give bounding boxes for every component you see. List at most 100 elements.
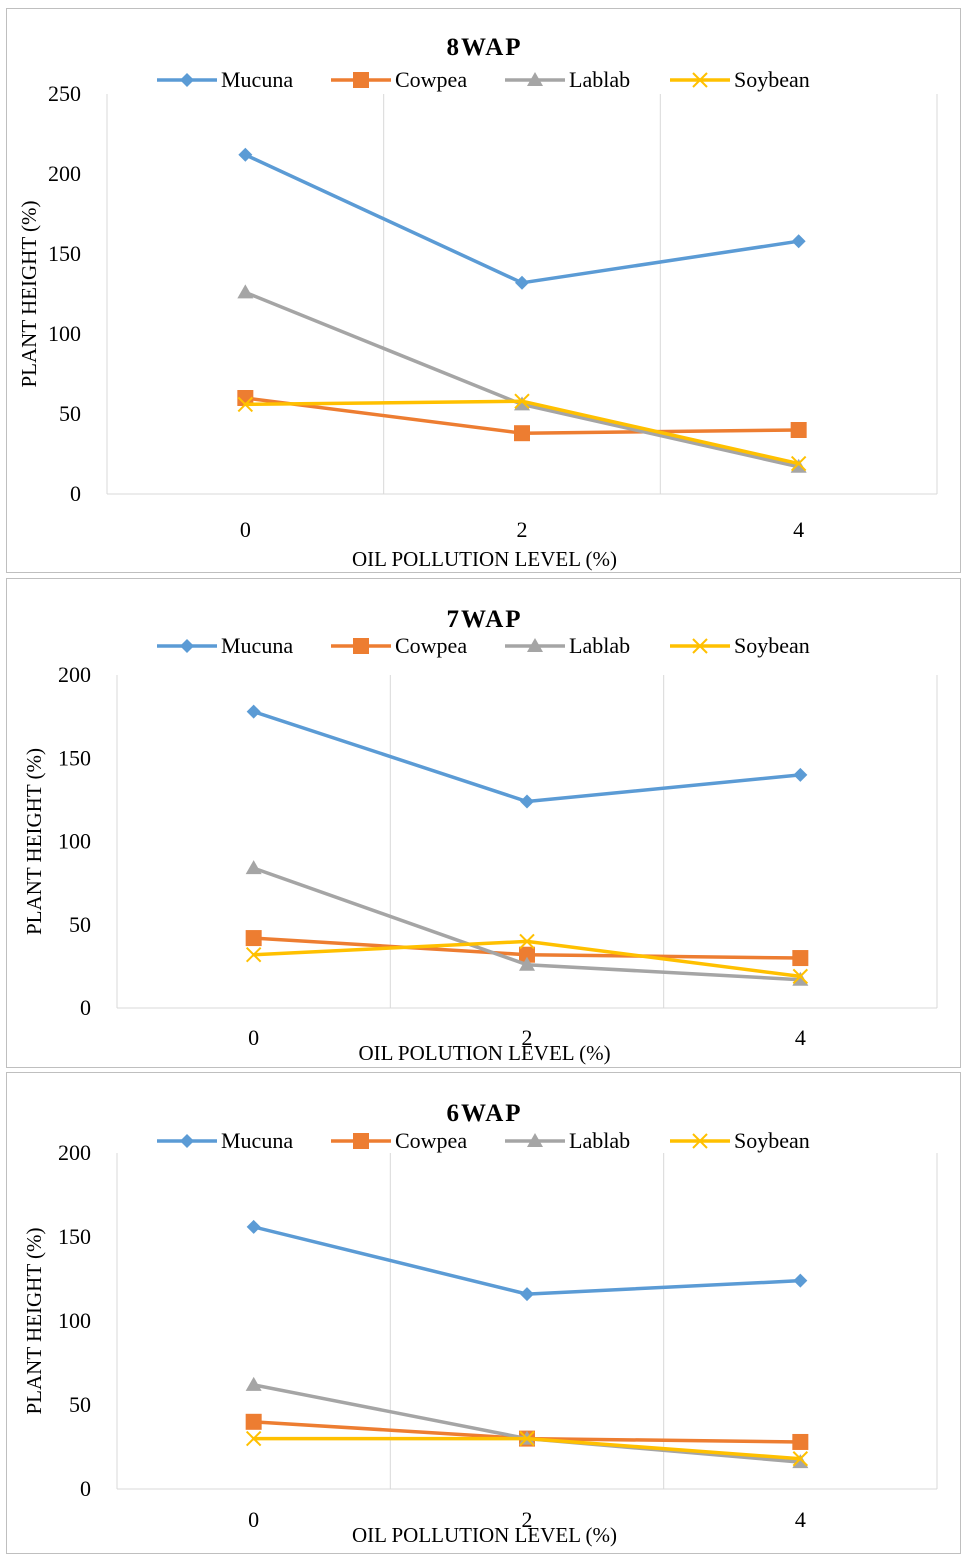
data-point-mucuna: [238, 147, 253, 162]
data-point-mucuna: [515, 275, 529, 290]
legend-label-soybean: Soybean: [734, 633, 810, 658]
data-point-mucuna: [793, 767, 808, 782]
x-tick-label: 4: [793, 517, 804, 542]
x-axis-title: OIL POLLUTION LEVEL (%): [352, 547, 617, 571]
x-tick-label: 0: [240, 517, 251, 542]
data-point-soybean-stroke-b: [245, 1430, 262, 1447]
legend-marker-soybean-stroke-b: [692, 72, 708, 88]
chart-title: 8WAP: [446, 34, 522, 61]
data-point-soybean: [245, 947, 262, 963]
data-point-soybean: [514, 393, 530, 409]
data-point-soybean-stroke-b: [514, 393, 530, 409]
x-tick-label: 0: [248, 1025, 259, 1050]
legend-label-lablab: Lablab: [569, 1128, 630, 1153]
legend-item-mucuna: Mucuna: [157, 67, 293, 92]
data-point-soybean: [792, 968, 809, 985]
y-tick-label: 0: [80, 1476, 91, 1501]
data-point-soybean-stroke-b: [519, 1430, 535, 1447]
y-tick-label: 250: [48, 81, 81, 106]
legend-label-cowpea: Cowpea: [395, 1128, 467, 1153]
data-point-cowpea: [790, 422, 807, 438]
y-tick-label: 0: [70, 481, 81, 506]
series-line-lablab: [251, 1383, 803, 1464]
legend-marker-soybean: [692, 72, 708, 88]
legend-marker-cowpea: [353, 638, 369, 654]
x-tick-label: 4: [795, 1507, 806, 1532]
legend-item-soybean: Soybean: [670, 1128, 810, 1153]
data-point-lablab: [519, 956, 535, 971]
data-point-soybean-stroke-b: [237, 396, 254, 413]
legend-label-mucuna: Mucuna: [221, 1128, 293, 1153]
legend-label-lablab: Lablab: [569, 67, 630, 92]
x-tick-label: 2: [517, 517, 528, 542]
data-point-soybean: [245, 1430, 262, 1447]
x-axis-title: OIL POLLUTION LEVEL (%): [352, 1523, 617, 1547]
legend-label-mucuna: Mucuna: [221, 67, 293, 92]
data-point-lablab: [245, 860, 262, 875]
line-chart-2: 6WAP 0 50 100 150 200 0 2 4 OIL POLLUTION LEVEL (…: [22, 1100, 938, 1547]
legend-item-lablab: Lablab: [505, 633, 630, 658]
legend-label-soybean: Soybean: [734, 1128, 810, 1153]
x-tick-label: 4: [795, 1025, 806, 1050]
data-point-lablab: [792, 1454, 809, 1469]
y-axis-title: PLANT HEIGHT (%): [17, 200, 41, 387]
data-point-mucuna: [793, 1273, 808, 1288]
series-mucuna: [246, 704, 808, 809]
chart-title: 6WAP: [446, 1100, 522, 1127]
line-chart-1: 7WAP 0 50 100 150 200 0 2 4 OIL POLUTION LEVEL (%…: [22, 606, 938, 1065]
legend-marker-mucuna: [180, 1134, 194, 1148]
y-tick-label: 50: [69, 1392, 91, 1417]
legend-item-lablab: Lablab: [505, 1128, 630, 1153]
y-axis-title: PLANT HEIGHT (%): [22, 748, 46, 935]
x-tick-label: 0: [248, 1507, 259, 1532]
series-line-mucuna: [251, 1225, 803, 1296]
data-point-lablab: [792, 971, 809, 986]
y-tick-label: 50: [59, 401, 81, 426]
line-chart-0: 8WAP 0 50 100 150 200 250 0 2 4 OIL POLLUTION LEVE…: [17, 34, 938, 571]
legend-item-cowpea: Cowpea: [331, 67, 467, 92]
data-point-cowpea: [519, 946, 535, 963]
legend-marker-cowpea: [353, 72, 369, 88]
y-tick-label: 200: [48, 161, 81, 186]
data-point-lablab: [245, 1376, 262, 1391]
series-mucuna: [238, 147, 806, 290]
data-point-mucuna: [520, 1287, 534, 1302]
series-soybean: [245, 933, 809, 985]
legend-marker-soybean: [692, 1133, 708, 1149]
legend-marker-soybean-stroke-b: [692, 638, 708, 654]
data-point-cowpea: [792, 950, 809, 967]
legend-marker-lablab: [527, 1133, 543, 1147]
legend-label-cowpea: Cowpea: [395, 67, 467, 92]
legend-item-cowpea: Cowpea: [331, 633, 467, 658]
data-point-mucuna: [791, 234, 806, 249]
data-point-lablab: [790, 458, 807, 473]
series-cowpea: [237, 390, 807, 442]
chart-panel-7wap: 7WAP 0 50 100 150 200 0 2 4 OIL POLUTION LEVEL (%…: [6, 578, 961, 1068]
data-point-soybean-stroke-b: [792, 968, 809, 985]
data-point-cowpea: [245, 930, 262, 947]
chart-title: 7WAP: [446, 606, 522, 633]
x-axis-title: OIL POLUTION LEVEL (%): [358, 1041, 610, 1065]
data-point-lablab: [237, 284, 254, 299]
legend-item-mucuna: Mucuna: [157, 1128, 293, 1153]
x-tick-label: 2: [522, 1507, 533, 1532]
y-tick-label: 100: [58, 1308, 91, 1333]
legend-marker-lablab: [527, 72, 543, 86]
legend-item-soybean: Soybean: [670, 633, 810, 658]
y-tick-label: 50: [69, 912, 91, 937]
chart-panel-6wap: 6WAP 0 50 100 150 200 0 2 4 OIL POLLUTION LEVEL (…: [6, 1072, 961, 1554]
chart-panel-8wap: 8WAP 0 50 100 150 200 250 0 2 4 OIL POLLUTION LEVE…: [6, 8, 961, 573]
y-tick-label: 150: [58, 1224, 91, 1249]
legend-item-cowpea: Cowpea: [331, 1128, 467, 1153]
series-soybean: [245, 1430, 809, 1467]
y-tick-label: 200: [58, 662, 91, 687]
series-line-mucuna: [243, 153, 801, 285]
y-axis-title: PLANT HEIGHT (%): [22, 1227, 46, 1414]
legend-marker-cowpea: [353, 1133, 369, 1149]
series-line-mucuna: [251, 709, 803, 804]
data-point-lablab: [514, 396, 530, 411]
data-point-mucuna: [520, 794, 534, 809]
y-tick-label: 100: [48, 321, 81, 346]
series-mucuna: [246, 1219, 808, 1302]
y-tick-label: 150: [48, 241, 81, 266]
